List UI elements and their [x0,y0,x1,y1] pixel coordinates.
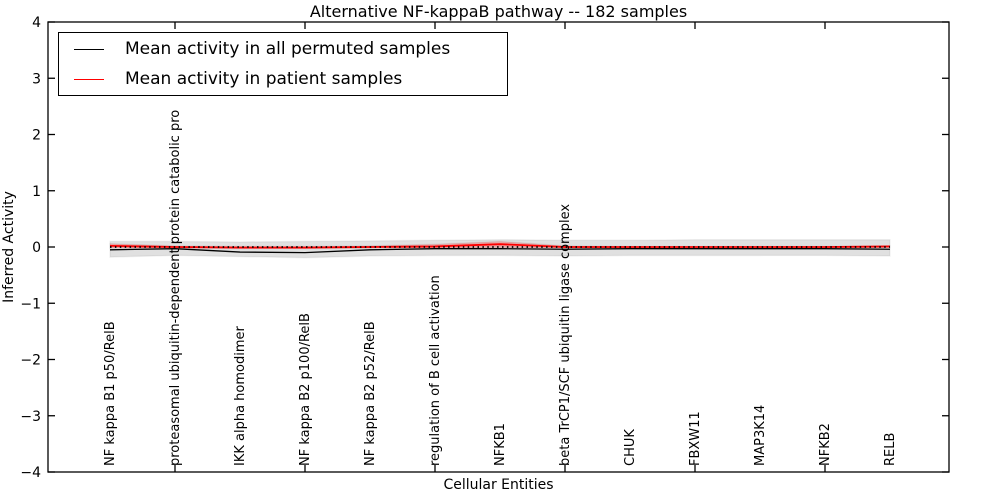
legend-item-patient: Mean activity in patient samples [59,65,507,93]
mean-line-patient [109,243,891,249]
x-category-label: NFKB1 [493,423,508,466]
x-category-label: FBXW11 [688,411,703,466]
legend-label-patient: Mean activity in patient samples [125,69,403,89]
y-tick-label: −4 [20,465,41,481]
y-tick-label: 4 [32,15,41,31]
x-category-label: NFKB2 [818,423,833,466]
x-category-label: CHUK [623,429,638,466]
x-category-label: RELB [883,433,898,466]
x-category-label: NF kappa B2 p100/RelB [298,313,313,466]
y-tick-label: −3 [20,409,41,425]
x-category-label: proteasomal ubiquitin-dependent protein … [168,110,183,466]
y-tick-label: −1 [20,296,41,312]
legend-line-patient-icon [74,78,104,80]
mean-line-permuted [109,248,891,254]
x-category-label: regulation of B cell activation [428,275,443,466]
legend: Mean activity in all permuted samples Me… [58,32,508,96]
y-tick-label: 2 [32,128,41,144]
x-axis-label: Cellular Entities [443,477,554,493]
y-tick-label: −2 [20,353,41,369]
legend-label-permuted: Mean activity in all permuted samples [125,39,451,59]
y-tick-label: 1 [32,184,41,200]
x-category-label: NF kappa B2 p52/RelB [363,321,378,466]
chart-title: Alternative NF-kappaB pathway -- 182 sam… [309,2,688,21]
x-category-label: beta TrCP1/SCF ubiquitin ligase complex [558,204,573,466]
x-category-label: IKK alpha homodimer [233,325,248,466]
y-axis-label: Inferred Activity [1,191,17,303]
y-tick-label: 0 [32,240,41,256]
legend-line-permuted-icon [74,48,104,50]
y-tick-label: 3 [32,71,41,87]
legend-item-permuted: Mean activity in all permuted samples [59,35,507,63]
x-category-label: NF kappa B1 p50/RelB [103,321,118,466]
x-category-label: MAP3K14 [753,405,768,466]
